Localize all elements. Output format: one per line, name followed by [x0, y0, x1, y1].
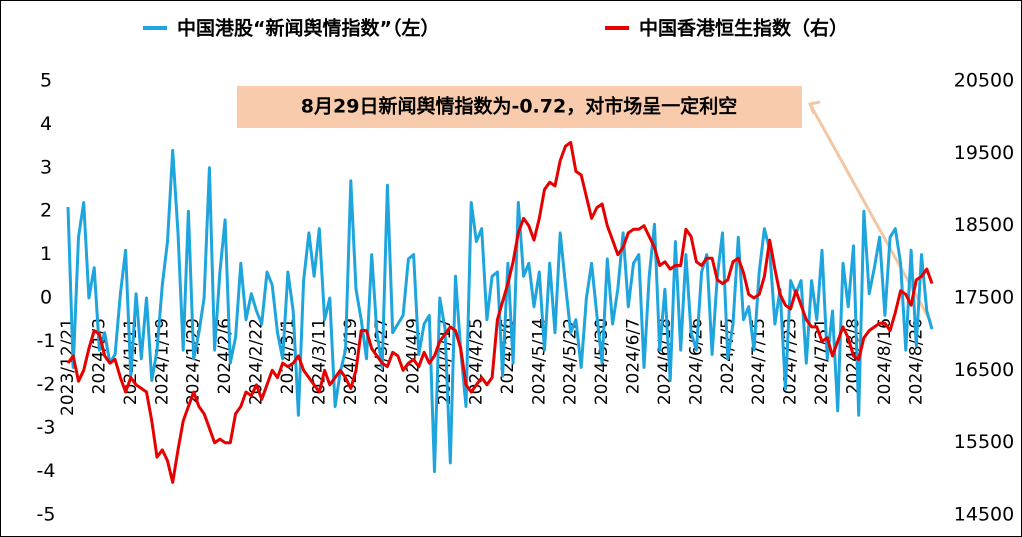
series-line	[66, 148, 934, 474]
y-tick-label: -4	[37, 460, 56, 482]
y-tick-label: 0	[40, 287, 52, 309]
y-tick-label: -1	[37, 330, 56, 352]
legend-label: 中国港股“新闻舆情指数”（左）	[177, 17, 439, 40]
y-tick-label: -2	[37, 373, 56, 395]
y-tick-label: -3	[37, 417, 56, 439]
x-tick-label: 2024/2/22	[247, 318, 267, 405]
legend-label: 中国香港恒生指数（右）	[639, 17, 848, 40]
y-tick-label: 1	[40, 243, 52, 265]
x-tick-label: 2024/8/16	[875, 318, 895, 405]
y2-tick-label: 14500	[954, 504, 1014, 526]
y-tick-label: 5	[40, 70, 52, 92]
x-tick-label: 2024/5/22	[561, 318, 581, 405]
y2-tick-label: 20500	[954, 70, 1014, 92]
annotation-box	[237, 86, 802, 128]
y2-tick-label: 16500	[954, 359, 1014, 381]
x-tick-label: 2024/8/26	[906, 318, 926, 405]
y2-tick-label: 15500	[954, 431, 1014, 453]
y2-tick-label: 17500	[954, 287, 1014, 309]
x-tick-label: 2024/6/7	[624, 318, 644, 394]
y-tick-label: 2	[40, 200, 52, 222]
y2-tick-label: 18500	[954, 214, 1014, 236]
y2-tick-label: 19500	[954, 142, 1014, 164]
annotation-arrow	[808, 103, 933, 323]
annotation-arrowhead	[807, 100, 821, 115]
x-tick-label: 2024/4/9	[404, 318, 424, 394]
annotation: 8月29日新闻舆情指数为-0.72，对市场呈一定利空	[301, 95, 737, 118]
y-tick-label: -5	[37, 504, 56, 526]
x-tick-label: 2024/6/26	[686, 318, 706, 405]
y-tick-label: 4	[40, 113, 52, 135]
y-tick-label: 3	[40, 156, 52, 178]
series-line	[66, 141, 934, 484]
x-tick-label: 2024/4/25	[466, 318, 486, 405]
